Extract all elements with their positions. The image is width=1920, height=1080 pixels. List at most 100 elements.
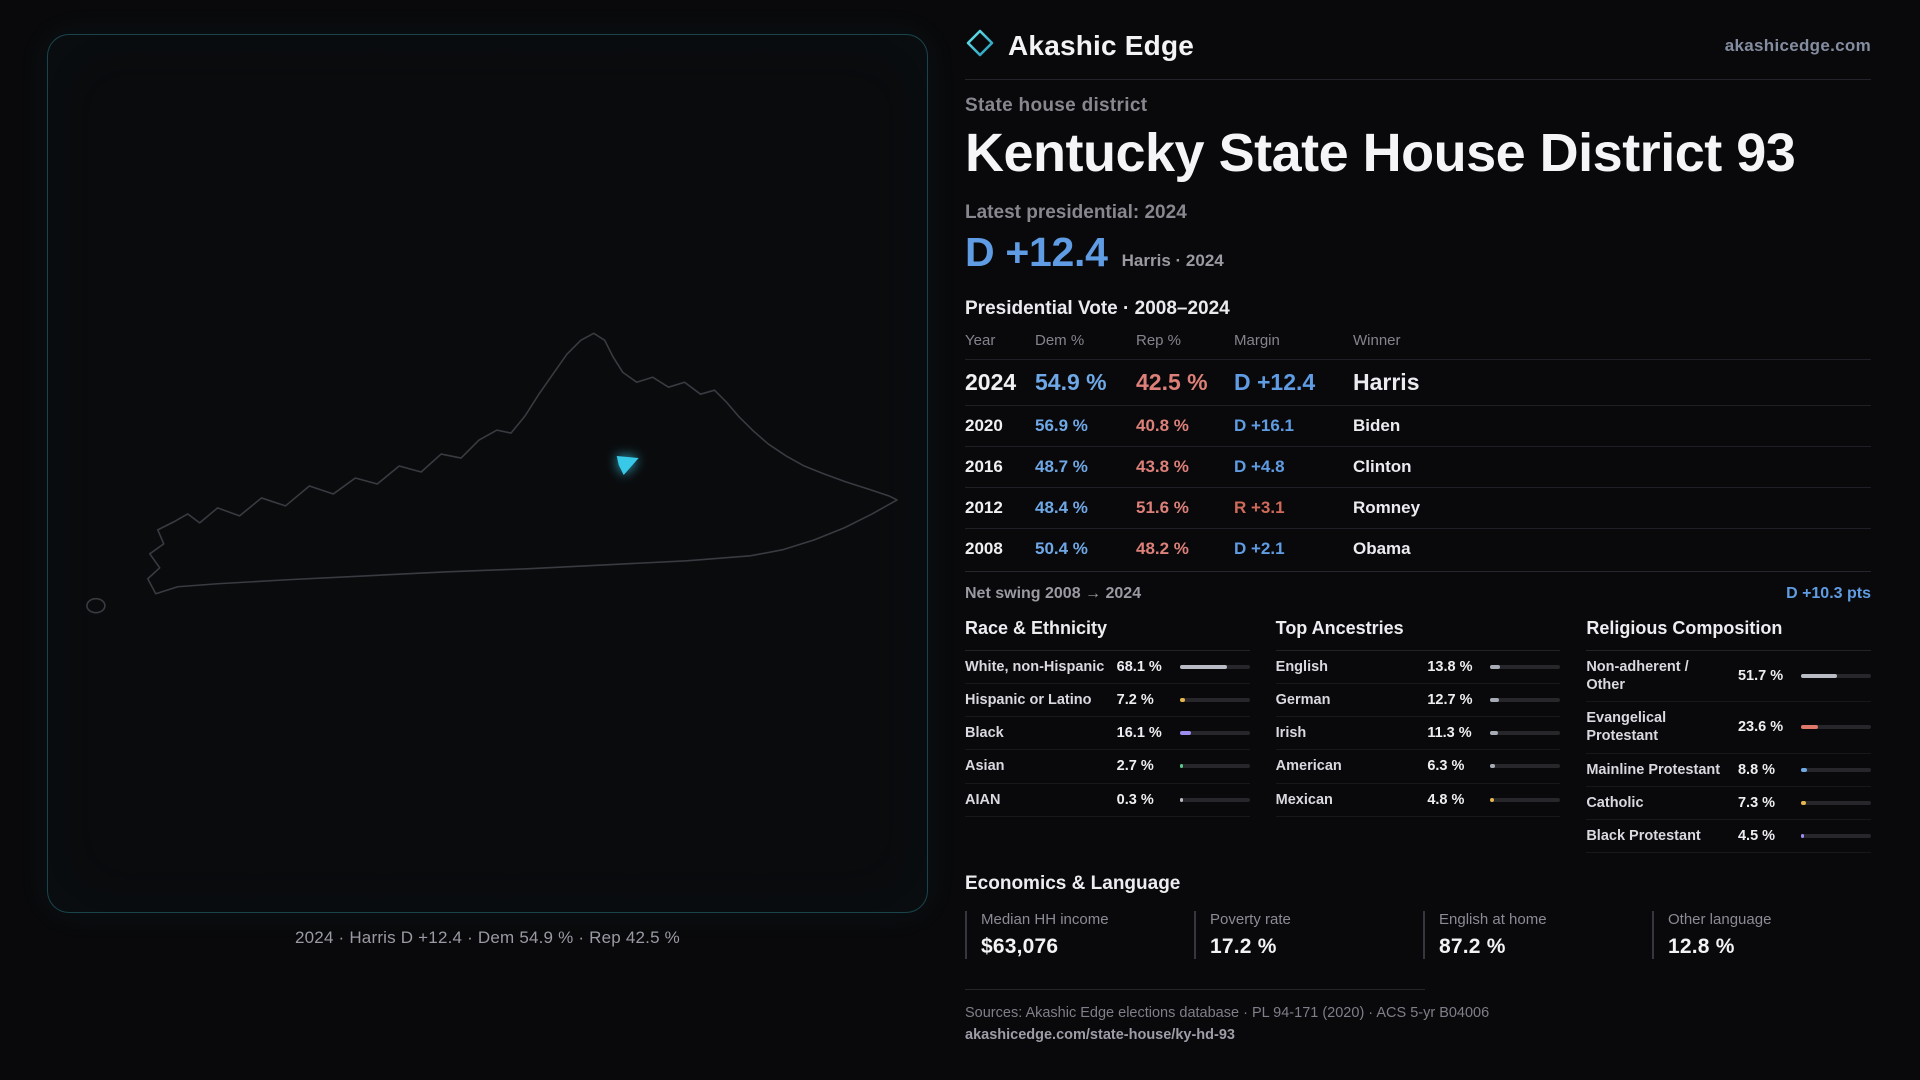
demographic-bar-fill (1179, 764, 1183, 769)
stat-cell: Poverty rate 17.2 % (1194, 910, 1413, 959)
stat-cell: English at home 87.2 % (1423, 910, 1642, 959)
demographic-label: German (1275, 692, 1331, 709)
demographic-bar (1490, 665, 1561, 670)
demographic-value: 4.5 % (1737, 827, 1776, 844)
demographic-bar-fill (1800, 800, 1807, 805)
demographic-value: 8.8 % (1737, 761, 1776, 778)
cell-dem-pct: 50.4 % (1035, 539, 1088, 558)
footer-sources: Sources: Akashic Edge elections database… (965, 1004, 1490, 1021)
cell-winner: Harris (1353, 369, 1420, 395)
cell-dem-pct: 54.9 % (1035, 369, 1107, 395)
demographic-value: 2.7 % (1116, 758, 1154, 775)
district-kicker: State house district (965, 95, 1148, 116)
demographic-value: 12.7 % (1427, 692, 1473, 709)
vote-table-title: Presidential Vote · 2008–2024 (965, 298, 1230, 319)
demographic-row: Black 16.1 % (965, 717, 1250, 751)
stat-value: $63,076 (981, 934, 1059, 958)
cell-winner: Biden (1353, 416, 1401, 435)
demographic-row: Irish 11.3 % (1275, 717, 1561, 751)
demographic-label: Black (965, 725, 1004, 742)
demographic-bar (1490, 797, 1561, 802)
net-swing-label: Net swing 2008 → 2024 (965, 585, 1142, 602)
cell-rep-pct: 51.6 % (1136, 498, 1189, 517)
demographic-label: AIAN (965, 791, 1001, 808)
cell-year: 2016 (965, 457, 1003, 476)
demographic-row: Asian 2.7 % (965, 750, 1250, 784)
headline-margin-row: D +12.4 Harris · 2024 (965, 229, 1871, 276)
cell-rep-pct: 48.2 % (1136, 539, 1189, 558)
stat-value: 12.8 % (1668, 934, 1735, 958)
vote-table-row: 2016 48.7 % 43.8 % D +4.8 Clinton (965, 446, 1871, 487)
stat-cell: Median HH income $63,076 (965, 910, 1184, 959)
cell-margin: D +4.8 (1234, 457, 1285, 476)
vote-table-row: 2012 48.4 % 51.6 % R +3.1 Romney (965, 487, 1871, 528)
cell-winner: Obama (1353, 539, 1411, 558)
demographic-bar-fill (1800, 767, 1808, 772)
kentucky-bend-exclave (86, 597, 106, 614)
cell-dem-pct: 48.4 % (1035, 498, 1088, 517)
cell-rep-pct: 42.5 % (1136, 369, 1208, 395)
cell-dem-pct: 48.7 % (1035, 457, 1088, 476)
demographic-bar (1179, 731, 1250, 736)
district-report-panel: Akashic Edge akashicedge.com State house… (965, 28, 1871, 1044)
stat-value: 87.2 % (1439, 934, 1506, 958)
demographic-label: Black Protestant (1586, 827, 1701, 844)
demographic-value: 7.3 % (1737, 794, 1776, 811)
demographic-column-title: Religious Composition (1586, 618, 1871, 651)
demographic-label: Catholic (1586, 794, 1644, 811)
vote-table-column-header: Year (965, 332, 996, 349)
demographic-bar-fill (1179, 731, 1191, 736)
footer-permalink[interactable]: akashicedge.com/state-house/ky-hd-93 (965, 1026, 1235, 1043)
demographic-bar (1800, 674, 1871, 679)
demographic-label: Mainline Protestant (1586, 761, 1721, 778)
headline-margin-note: Harris · 2024 (1121, 251, 1224, 270)
brand-site-link[interactable]: akashicedge.com (1724, 35, 1871, 55)
diamond-logo-icon (965, 28, 995, 63)
brand-header: Akashic Edge akashicedge.com (965, 28, 1871, 80)
cell-year: 2024 (965, 369, 1017, 395)
demographic-column-title: Race & Ethnicity (965, 618, 1250, 651)
demographic-bar (1179, 764, 1250, 769)
demographic-value: 11.3 % (1427, 725, 1472, 742)
demographic-row: Evangelical Protestant 23.6 % (1586, 702, 1871, 754)
demographic-label: Evangelical Protestant (1586, 710, 1667, 745)
demographic-bar (1179, 797, 1250, 802)
stat-label: Poverty rate (1210, 910, 1291, 928)
cell-rep-pct: 40.8 % (1136, 416, 1189, 435)
kentucky-outline-map (86, 332, 898, 614)
demographic-bar (1179, 698, 1250, 703)
vote-table-row: 2020 56.9 % 40.8 % D +16.1 Biden (965, 405, 1871, 446)
demographic-label: Asian (965, 758, 1005, 775)
demographic-bar-fill (1490, 698, 1500, 703)
stat-cell: Other language 12.8 % (1652, 910, 1871, 959)
vote-table-row: 2008 50.4 % 48.2 % D +2.1 Obama (965, 528, 1871, 569)
cell-margin: D +12.4 (1234, 369, 1316, 395)
demographic-bar-fill (1490, 797, 1494, 802)
demographic-label: Mexican (1275, 791, 1333, 808)
demographic-column: Top Ancestries English 13.8 % German 12.7 % I… (1275, 618, 1561, 853)
demographic-value: 6.3 % (1427, 758, 1465, 775)
vote-table-column-header: Rep % (1136, 332, 1182, 349)
vote-table-header: Year Dem % Rep % Margin Winner (965, 332, 1871, 359)
headline-margin-value: D +12.4 (965, 229, 1108, 275)
demographic-label: Non-adherent / Other (1586, 659, 1689, 694)
demographic-bar (1179, 665, 1250, 670)
vote-table-column-header: Winner (1353, 332, 1401, 349)
latest-presidential-label: Latest presidential: 2024 (965, 202, 1187, 223)
demographic-bar-fill (1179, 665, 1228, 670)
demographic-column-title: Top Ancestries (1275, 618, 1561, 651)
demographic-bar (1490, 698, 1561, 703)
net-swing-row: Net swing 2008 → 2024 D +10.3 pts (965, 571, 1871, 614)
cell-margin: D +16.1 (1234, 416, 1295, 435)
demographic-bar (1800, 767, 1871, 772)
cell-winner: Clinton (1353, 457, 1412, 476)
demographic-bar (1800, 725, 1871, 730)
footer-divider (965, 988, 1425, 990)
demographic-bar (1490, 764, 1561, 769)
demographic-row: Catholic 7.3 % (1586, 787, 1871, 820)
demographic-bar (1490, 731, 1561, 736)
demographic-value: 0.3 % (1116, 791, 1154, 808)
cell-winner: Romney (1353, 498, 1421, 517)
vote-table-row: 2024 54.9 % 42.5 % D +12.4 Harris (965, 359, 1871, 405)
demographic-bar-fill (1490, 731, 1499, 736)
